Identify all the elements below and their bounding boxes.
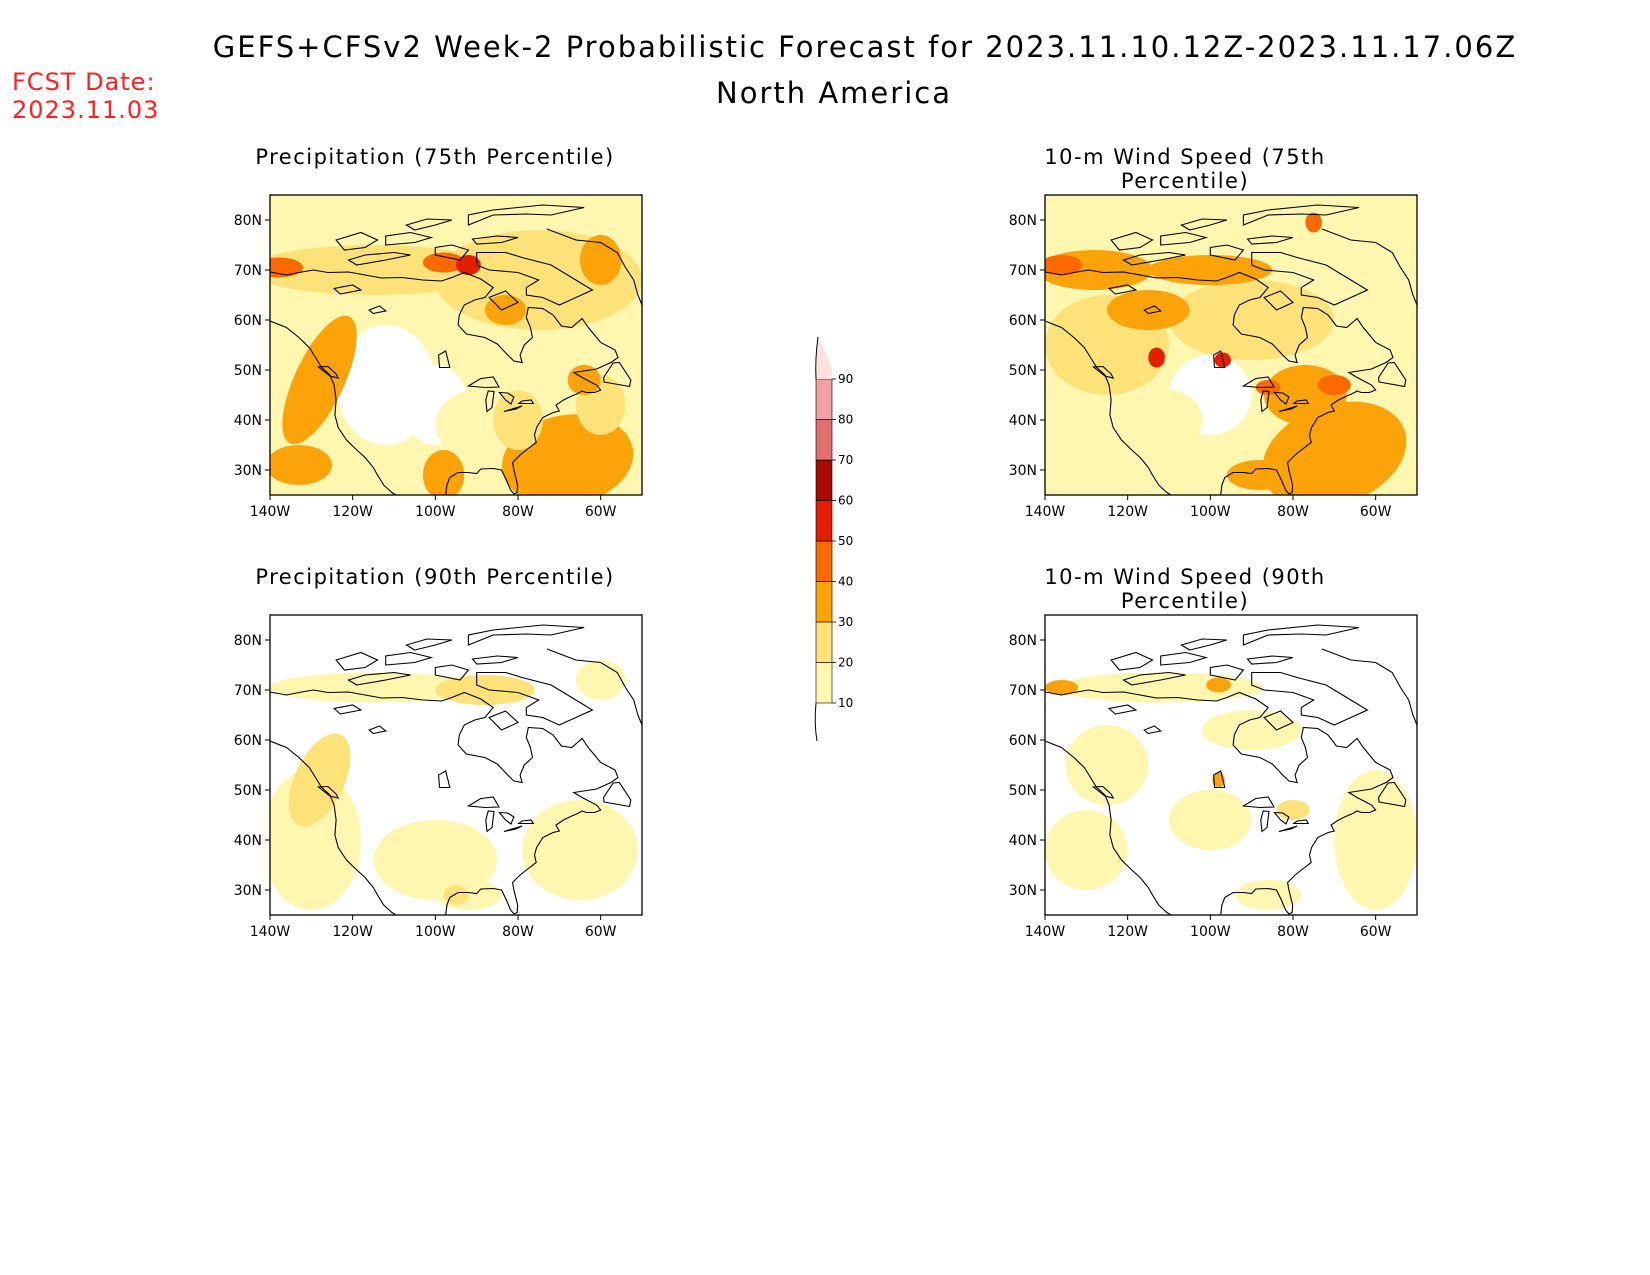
lon-tick-label: 80W <box>502 924 534 940</box>
map-precip90: 80N 70N 60N 50N 40N 30N 140W 120W 100W 80W 60W <box>234 614 643 940</box>
panel-title-wind75: 10-m Wind Speed (75th Percentile) <box>1044 145 1326 193</box>
colorbar-label: 10 <box>838 696 853 710</box>
lat-tick-label: 80N <box>234 213 262 229</box>
lon-tick-label: 100W <box>1190 504 1231 520</box>
map-frame <box>1044 614 1418 916</box>
colorbar-top-cap <box>816 337 832 379</box>
lon-tick-label: 140W <box>250 924 291 940</box>
lat-tick-label: 70N <box>234 683 262 699</box>
fcst-date-label: FCST Date: <box>12 68 156 96</box>
coastlines <box>1045 204 1417 495</box>
lat-tick-label: 60N <box>1009 313 1037 329</box>
lat-tick-label: 80N <box>1009 213 1037 229</box>
coastlines <box>270 624 642 915</box>
main-title: GEFS+CFSv2 Week-2 Probabilistic Forecast… <box>212 30 1518 64</box>
lon-tick-label: 140W <box>250 504 291 520</box>
lon-tick-label: 60W <box>585 504 617 520</box>
map-frame <box>269 194 643 496</box>
lat-tick-label: 40N <box>234 413 262 429</box>
colorbar-label: 30 <box>838 615 853 629</box>
colorbar-legend: 10 20 30 40 50 60 70 80 90 <box>814 336 853 742</box>
lat-tick-label: 60N <box>234 733 262 749</box>
colorbar-segment <box>815 621 833 663</box>
colorbar-label: 20 <box>838 656 853 670</box>
lat-tick-label: 50N <box>1009 363 1037 379</box>
lon-tick-label: 140W <box>1025 924 1066 940</box>
lon-tick-label: 80W <box>1277 924 1309 940</box>
probability-shading <box>1045 615 1417 915</box>
lon-tick-label: 60W <box>1360 504 1392 520</box>
probability-shading <box>1045 195 1417 495</box>
lat-tick-label: 80N <box>1009 633 1037 649</box>
lat-tick-label: 30N <box>1009 463 1037 479</box>
lon-tick-label: 120W <box>1107 924 1148 940</box>
colorbar-label: 90 <box>838 372 853 386</box>
lon-tick-label: 120W <box>332 924 373 940</box>
coastlines <box>1045 624 1417 915</box>
lon-tick-label: 60W <box>1360 924 1392 940</box>
probability-shading <box>270 615 642 915</box>
map-wind75: 80N 70N 60N 50N 40N 30N 140W 120W 100W 80W 60W <box>1009 194 1418 520</box>
map-precip75: 80N 70N 60N 50N 40N 30N 140W 120W 100W 80W 60W <box>234 194 643 520</box>
lon-tick-label: 120W <box>332 504 373 520</box>
colorbar-label: 40 <box>838 575 853 589</box>
lat-tick-label: 70N <box>1009 263 1037 279</box>
lat-tick-label: 30N <box>234 463 262 479</box>
map-frame <box>269 614 643 916</box>
colorbar-label: 50 <box>838 534 853 548</box>
lat-tick-label: 50N <box>234 363 262 379</box>
map-frame <box>1044 194 1418 496</box>
colorbar-top-edge <box>815 336 819 380</box>
coastlines <box>270 204 642 495</box>
colorbar-segment <box>815 459 833 501</box>
lat-tick-label: 70N <box>234 263 262 279</box>
colorbar-segment <box>815 662 833 704</box>
colorbar-bottom-cap <box>816 703 832 741</box>
probability-shading <box>270 195 642 495</box>
colorbar-label: 60 <box>838 494 853 508</box>
panel-title-precip75: Precipitation (75th Percentile) <box>255 145 615 169</box>
region-subtitle: North America <box>716 76 952 110</box>
colorbar-bottom-edge <box>814 702 818 742</box>
colorbar-label: 70 <box>838 453 853 467</box>
lat-tick-label: 50N <box>1009 783 1037 799</box>
lon-tick-label: 100W <box>1190 924 1231 940</box>
colorbar-label: 80 <box>838 413 853 427</box>
lat-tick-label: 30N <box>234 883 262 899</box>
colorbar-segment <box>815 540 833 582</box>
lat-tick-label: 70N <box>1009 683 1037 699</box>
lon-tick-label: 100W <box>415 924 456 940</box>
lat-tick-label: 60N <box>234 313 262 329</box>
fcst-date-value: 2023.11.03 <box>12 96 160 124</box>
panel-title-wind90: 10-m Wind Speed (90th Percentile) <box>1044 565 1326 613</box>
lat-tick-label: 80N <box>234 633 262 649</box>
lat-tick-label: 60N <box>1009 733 1037 749</box>
lon-tick-label: 100W <box>415 504 456 520</box>
lat-tick-label: 40N <box>1009 833 1037 849</box>
lat-tick-label: 50N <box>234 783 262 799</box>
lon-tick-label: 140W <box>1025 504 1066 520</box>
lon-tick-label: 80W <box>502 504 534 520</box>
panel-title-precip90: Precipitation (90th Percentile) <box>255 565 615 589</box>
colorbar-segment <box>815 581 833 623</box>
lon-tick-label: 80W <box>1277 504 1309 520</box>
colorbar-segment <box>815 500 833 542</box>
lat-tick-label: 40N <box>1009 413 1037 429</box>
map-wind90: 80N 70N 60N 50N 40N 30N 140W 120W 100W 80W 60W <box>1009 614 1418 940</box>
lat-tick-label: 30N <box>1009 883 1037 899</box>
lon-tick-label: 60W <box>585 924 617 940</box>
colorbar-segment <box>815 378 833 420</box>
lat-tick-label: 40N <box>234 833 262 849</box>
lon-tick-label: 120W <box>1107 504 1148 520</box>
colorbar-segment <box>815 419 833 461</box>
